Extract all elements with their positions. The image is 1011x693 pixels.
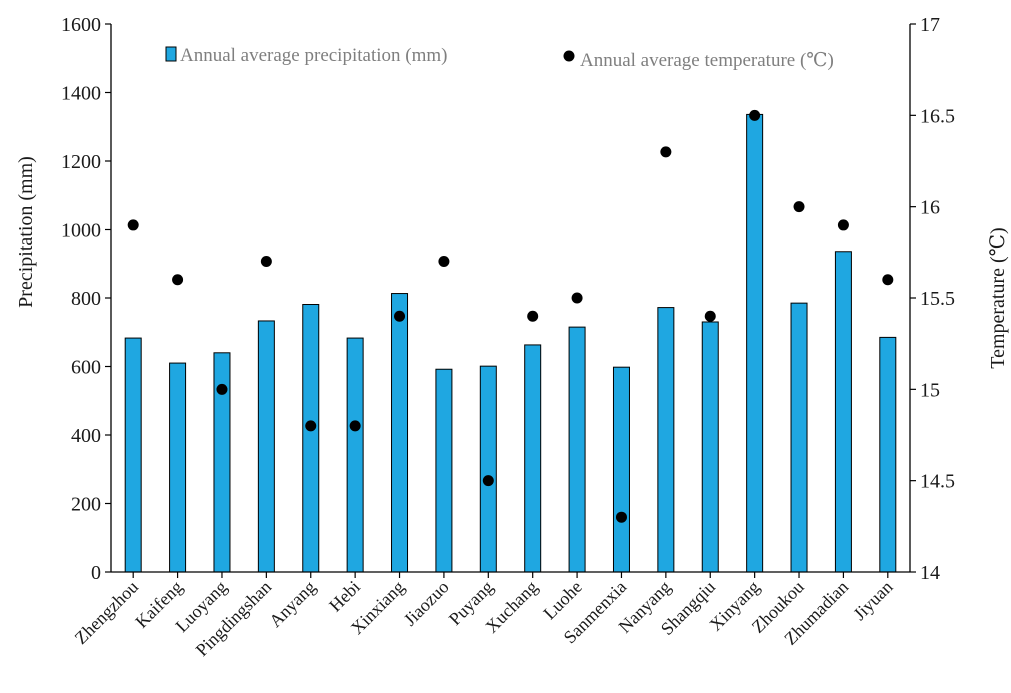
temperature-point	[349, 420, 361, 432]
x-category-label: Anyang	[265, 577, 319, 631]
left-axis-title: Precipitation (mm)	[15, 156, 37, 308]
legend-bar-swatch	[165, 46, 177, 62]
right-axis-title: Temperature (℃)	[987, 227, 1009, 368]
temperature-point	[749, 109, 761, 121]
precipitation-bar	[612, 366, 630, 573]
precipitation-bar	[169, 362, 187, 573]
left-tick-label: 1200	[61, 151, 101, 173]
axes	[110, 24, 911, 573]
precipitation-bar	[524, 344, 542, 573]
right-tick-label: 14	[920, 562, 940, 584]
temperature-point	[704, 310, 716, 322]
x-category-label: Zhengzhou	[71, 577, 142, 648]
temperature-point	[615, 511, 627, 523]
x-category-label: Jiyuan	[849, 577, 896, 624]
left-tick-label: 1400	[61, 83, 101, 105]
precipitation-bars	[124, 113, 897, 573]
precipitation-bar	[391, 293, 409, 573]
precipitation-bar	[302, 304, 320, 573]
temperature-point	[127, 219, 139, 231]
legend-temperature-label: Annual average temperature (℃)	[580, 50, 834, 71]
precipitation-bar	[346, 337, 364, 573]
x-category-label: Jiaozuo	[400, 577, 453, 630]
legend: Annual average precipitation (mm) Annual…	[165, 45, 834, 71]
right-tick-label: 16	[920, 197, 940, 219]
right-tick-label: 15	[920, 379, 940, 401]
temperature-point	[260, 255, 272, 267]
right-axis-ticks: 14 14.5 15 15.5 16 16.5 17	[910, 14, 955, 584]
x-category-label: Hebi	[325, 577, 364, 616]
precipitation-bar	[701, 321, 719, 573]
left-axis-ticks: 0 200 400 600 800 1000 1200 1400 1600	[61, 14, 111, 584]
precipitation-bar	[257, 320, 275, 573]
precipitation-bar	[124, 337, 142, 573]
right-tick-label: 16.5	[920, 105, 955, 127]
temperature-point	[216, 383, 228, 395]
temperature-point	[394, 310, 406, 322]
temperature-point	[837, 219, 849, 231]
left-tick-label: 1600	[61, 14, 101, 36]
precipitation-bar	[879, 336, 897, 573]
left-tick-label: 0	[91, 562, 101, 584]
temperature-point	[305, 420, 317, 432]
temperature-point	[438, 255, 450, 267]
precipitation-bar	[479, 365, 497, 573]
temperature-point	[882, 274, 894, 286]
left-tick-label: 1000	[61, 220, 101, 242]
category-labels: ZhengzhouKaifengLuoyangPingdingshanAnyan…	[71, 572, 897, 660]
temperature-point	[482, 475, 494, 487]
precipitation-bar	[834, 251, 852, 573]
precipitation-bar	[435, 368, 453, 573]
temperature-point	[793, 201, 805, 213]
temperature-point	[660, 146, 672, 158]
left-tick-label: 400	[71, 425, 101, 447]
left-tick-label: 600	[71, 357, 101, 379]
right-tick-label: 14.5	[920, 471, 955, 493]
temperature-point	[527, 310, 539, 322]
precipitation-bar	[568, 326, 586, 573]
legend-dot-swatch	[563, 50, 575, 62]
temperature-point	[571, 292, 583, 304]
left-tick-label: 200	[71, 494, 101, 516]
left-tick-label: 800	[71, 288, 101, 310]
right-tick-label: 15.5	[920, 288, 955, 310]
right-tick-label: 17	[920, 14, 940, 36]
precipitation-bar	[790, 302, 808, 573]
precipitation-bar	[657, 307, 675, 573]
precipitation-bar	[746, 113, 764, 573]
temperature-point	[172, 274, 184, 286]
legend-precipitation-label: Annual average precipitation (mm)	[180, 45, 447, 66]
temperature-points	[127, 109, 894, 523]
